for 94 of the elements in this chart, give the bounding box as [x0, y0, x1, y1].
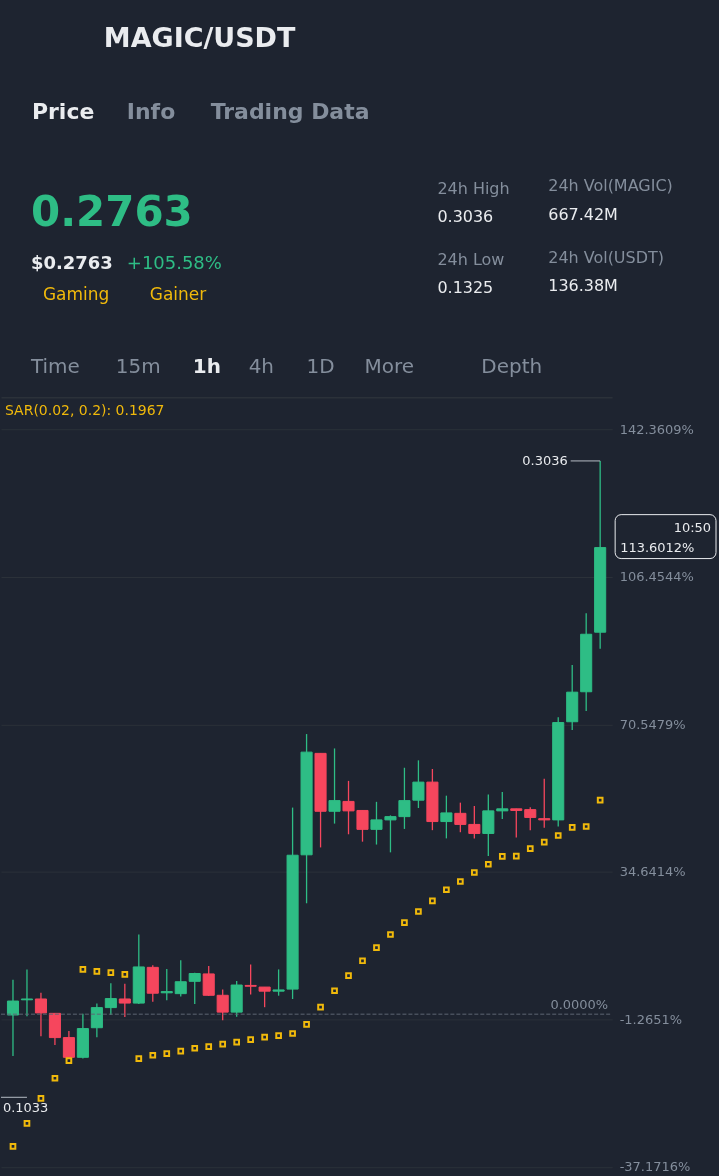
- candlestick: [440, 795, 453, 840]
- point: [23, 1120, 31, 1127]
- point: [37, 1095, 45, 1102]
- text: SAR(0.02, 0.2): 0.1967: [4, 402, 165, 419]
- point: [289, 1030, 296, 1037]
- candlestick: [524, 806, 537, 831]
- candlestick: [328, 747, 341, 825]
- point: [331, 987, 338, 995]
- point: [51, 1074, 59, 1082]
- point: [457, 878, 464, 885]
- text: 15m: [115, 354, 161, 379]
- point: [9, 1143, 17, 1150]
- point: [359, 957, 366, 965]
- point: [415, 908, 422, 915]
- point: [345, 972, 352, 979]
- text: 24h Vol(USDT): [548, 248, 664, 268]
- point: [65, 1057, 73, 1064]
- y-tick-label: -37.1716%: [619, 1159, 691, 1175]
- y-tick-label: 142.3609%: [619, 421, 694, 437]
- text: Info: [126, 98, 176, 124]
- point: [303, 1021, 310, 1028]
- text: 10:50: [673, 519, 712, 535]
- point: [107, 969, 115, 977]
- candlestick: [118, 983, 131, 1018]
- point: [317, 1003, 324, 1011]
- text: Time: [29, 354, 80, 379]
- candlestick: [510, 808, 523, 839]
- point: [484, 860, 492, 868]
- point: [177, 1047, 185, 1055]
- text: 24h Low: [437, 250, 505, 270]
- y-tick-label: 34.6414%: [619, 864, 686, 880]
- point: [512, 852, 520, 860]
- text: More: [364, 354, 415, 379]
- point: [135, 1055, 143, 1062]
- text: 667.42M: [548, 204, 618, 224]
- text: 113.6012%: [620, 539, 695, 555]
- candlestick: [34, 992, 47, 1038]
- point: [121, 971, 129, 978]
- candlestick: [6, 979, 20, 1057]
- chart-title: MAGIC/USDT: [103, 21, 296, 53]
- point: [540, 838, 548, 846]
- candlestick: [188, 972, 201, 1005]
- text: Gainer: [149, 284, 207, 305]
- point: [498, 853, 506, 860]
- text: 4h: [248, 354, 275, 379]
- annotation: 0.3036: [522, 452, 568, 468]
- point: [219, 1040, 227, 1048]
- point: [79, 966, 87, 973]
- annotation: 0.1033: [3, 1100, 49, 1116]
- text: 24h High: [437, 178, 510, 198]
- point: [568, 823, 576, 831]
- point: [275, 1032, 282, 1039]
- y-tick-label: 70.5479%: [619, 716, 686, 732]
- point: [429, 897, 436, 905]
- text: +105.58%: [126, 252, 222, 274]
- candlestick: [104, 982, 117, 1016]
- point: [582, 823, 590, 830]
- point: [526, 845, 534, 852]
- text: 1D: [306, 354, 335, 379]
- text: Trading Data: [210, 98, 370, 124]
- candlestick: [62, 1030, 75, 1058]
- point: [373, 944, 380, 951]
- point: [471, 869, 478, 876]
- point: [233, 1038, 241, 1046]
- text: Depth: [481, 354, 543, 379]
- point: [163, 1050, 171, 1057]
- text: 0.1325: [437, 278, 494, 298]
- text: Gaming: [42, 284, 110, 305]
- text: Price: [31, 98, 95, 124]
- text: 1h: [192, 354, 221, 379]
- point: [443, 886, 450, 894]
- point: [401, 919, 408, 926]
- point: [596, 796, 604, 804]
- point: [554, 832, 562, 839]
- ref-line-label: 0.0000%: [550, 997, 609, 1013]
- candlestick: [20, 968, 34, 1017]
- candlestick: [538, 778, 551, 829]
- text: 24h Vol(MAGIC): [548, 175, 673, 195]
- candlestick: [174, 959, 187, 998]
- candlestick: [160, 968, 173, 1001]
- point: [247, 1036, 254, 1043]
- text: 0.2763: [30, 186, 193, 236]
- point: [149, 1051, 157, 1059]
- point: [205, 1043, 213, 1050]
- text: $0.2763: [30, 252, 113, 274]
- text: 0.3036: [437, 206, 494, 226]
- candlestick: [90, 1002, 103, 1038]
- y-tick-label: -1.2651%: [619, 1011, 683, 1027]
- point: [93, 968, 101, 975]
- point: [387, 931, 394, 938]
- y-tick-label: 106.4544%: [619, 569, 694, 585]
- text: 136.38M: [548, 276, 618, 296]
- point: [191, 1044, 199, 1052]
- point: [261, 1033, 268, 1041]
